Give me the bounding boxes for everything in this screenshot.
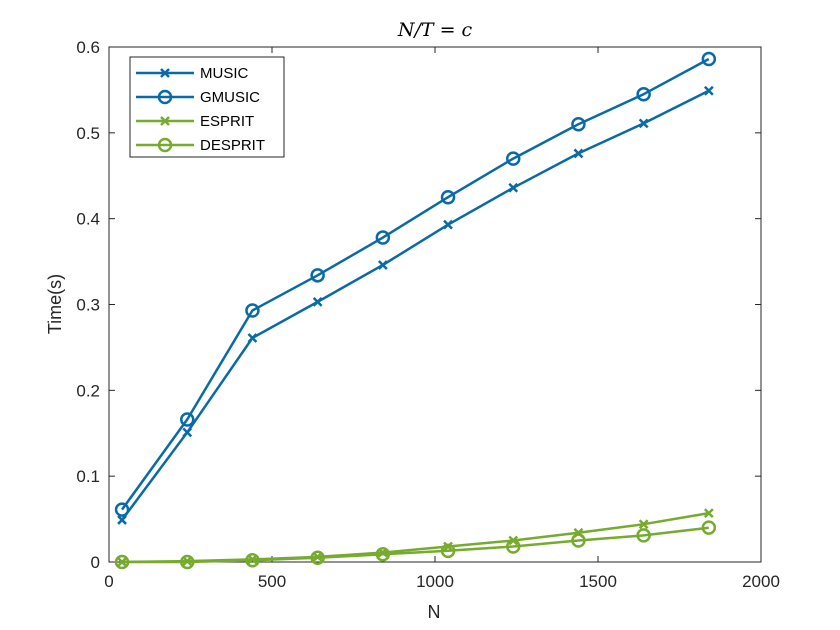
data-point [375,230,391,245]
chart-title: N/T = c [397,19,473,41]
data-point [505,151,521,166]
data-point [114,502,130,517]
x-tick-label: 1500 [579,572,617,591]
y-tick-label: 0.2 [76,381,100,400]
series-gmusic [114,51,717,517]
y-tick-label: 0.3 [76,296,100,315]
legend-label: GMUSIC [200,89,260,106]
series-line [120,89,710,521]
data-point [117,515,127,525]
data-point [571,533,586,548]
data-point [638,519,649,530]
data-point [310,550,325,565]
data-point [573,148,584,159]
legend-marker [157,137,173,153]
data-point [245,303,260,318]
data-point [701,51,717,67]
legend-label: DESPRIT [200,137,265,154]
data-point [636,528,651,543]
data-point [312,297,323,307]
x-tick-label: 500 [258,572,286,591]
plot-area: 0 500 1000 1500 2000 0 0.1 0.2 0.3 0.4 0.5 0.6 [76,38,780,591]
x-tick-label: 2000 [742,572,780,591]
series-desprit [114,520,717,570]
data-point [310,268,325,283]
data-point [443,219,453,230]
legend-label: ESPRIT [200,113,254,130]
series-line [122,526,709,564]
y-tick-label: 0.6 [76,38,100,57]
legend-label: MUSIC [200,65,249,82]
y-axis-label: Time(s) [45,274,65,334]
data-point [703,85,714,96]
y-tick-label: 0.4 [76,210,100,229]
data-point [638,118,649,129]
x-tick-label: 1000 [416,572,454,591]
data-point [636,86,651,102]
data-point [245,553,260,568]
x-tick-label: 0 [104,572,113,591]
legend: MUSIC GMUSIC ESPRIT DESPRIT [129,56,285,158]
data-point [508,182,519,193]
data-point [114,554,130,570]
legend-marker [160,68,170,78]
x-axis-label: N [428,602,441,622]
data-point [182,427,193,438]
data-point [179,412,195,427]
data-point [443,541,453,552]
series-music [117,85,714,525]
data-point [440,543,456,559]
y-tick-label: 0.1 [76,467,100,486]
data-point [571,117,586,132]
data-point [440,189,456,205]
series-line [120,57,710,511]
data-point [375,547,391,562]
data-point [701,520,717,535]
data-point [703,508,714,518]
y-tick-label: 0.5 [76,124,100,143]
legend-marker [157,89,173,105]
data-point [179,554,195,570]
legend-marker [160,116,170,126]
data-point [505,539,521,554]
data-point [247,333,258,343]
data-point [377,260,388,270]
y-tick-label: 0 [91,553,100,572]
